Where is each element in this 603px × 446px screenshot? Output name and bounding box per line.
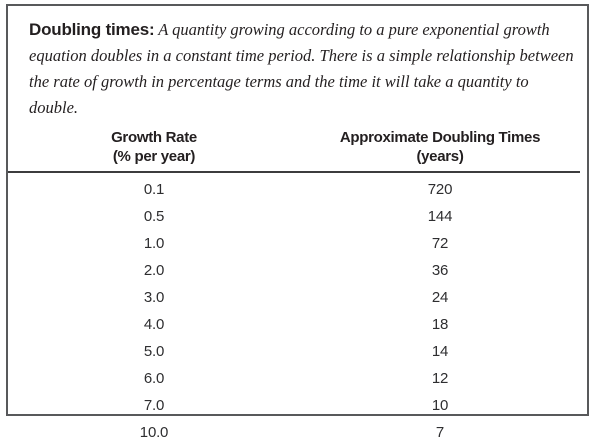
rate-cell: 4.0 [143,316,165,333]
caption-title: Doubling times: [29,20,155,39]
table-row: 0.5 144 [8,203,580,230]
years-cell: 24 [431,289,449,306]
caption-body: A quantity growing according to a pure e… [29,20,574,117]
years-cell: 10 [431,397,449,414]
table-row: 1.0 72 [8,230,580,257]
rate-cell: 0.1 [143,181,165,198]
col-header-doubling-times: Approximate Doubling Times (years) [300,128,580,173]
rate-cell: 7.0 [143,397,165,414]
col-header-growth-rate-line2: (% per year) [112,148,196,165]
table-header-row: Growth Rate (% per year) Approximate Dou… [8,128,580,173]
table-row: 0.1 720 [8,172,580,203]
col-header-growth-rate-line1: Growth Rate [111,129,197,146]
figure-box: Doubling times: A quantity growing accor… [6,4,589,441]
years-cell: 144 [427,208,453,225]
col-header-doubling-times-line1: Approximate Doubling Times [339,129,541,146]
table-row: 5.0 14 [8,338,580,365]
table-row: 4.0 18 [8,311,580,338]
rate-cell: 1.0 [143,235,165,252]
years-cell: 12 [431,370,449,387]
table-row: 2.0 36 [8,257,580,284]
rate-cell: 10.0 [139,424,169,441]
rate-cell: 6.0 [143,370,165,387]
years-cell: 72 [431,235,449,252]
rate-cell: 5.0 [143,343,165,360]
rate-cell: 3.0 [143,289,165,306]
table-row: 3.0 24 [8,284,580,311]
table-row: 10.0 7 [8,419,580,446]
col-header-doubling-times-line2: (years) [416,148,464,165]
table-row: 7.0 10 [8,392,580,419]
caption: Doubling times: A quantity growing accor… [29,17,581,121]
years-cell: 18 [431,316,449,333]
years-cell: 720 [427,181,453,198]
doubling-times-table: Growth Rate (% per year) Approximate Dou… [8,128,580,446]
years-cell: 7 [435,424,445,441]
years-cell: 14 [431,343,449,360]
rate-cell: 0.5 [143,208,165,225]
years-cell: 36 [431,262,449,279]
table-body: 0.1 720 0.5 144 1.0 72 2.0 36 3.0 24 4.0 18 5.0 14 6.0… [8,172,580,446]
col-header-growth-rate: Growth Rate (% per year) [8,128,300,173]
rate-cell: 2.0 [143,262,165,279]
table-row: 6.0 12 [8,365,580,392]
